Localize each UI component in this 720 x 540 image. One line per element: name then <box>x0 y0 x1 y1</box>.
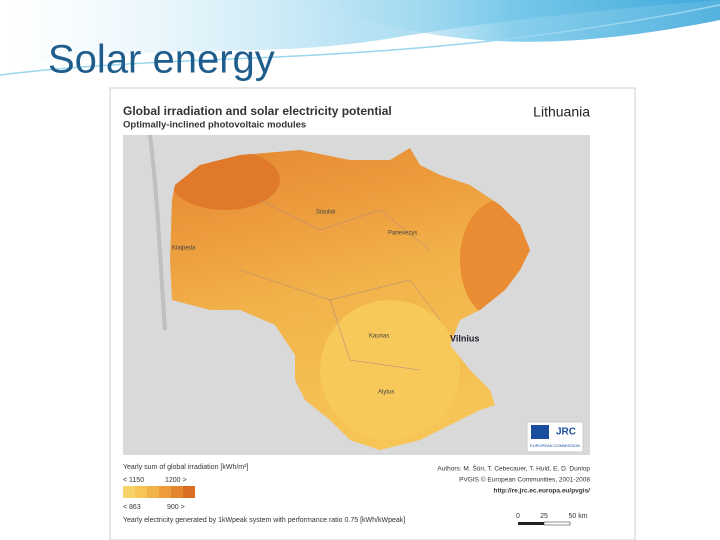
logo: JRC EUROPEAN COMMISSION <box>526 421 584 453</box>
country-name: Lithuania <box>533 104 590 120</box>
credit: http://re.jrc.ec.europa.eu/pvgis/ <box>494 488 591 495</box>
logo-org: EUROPEAN COMMISSION <box>530 443 580 448</box>
city-label: Alytus <box>378 390 394 396</box>
city-label: Siauliai <box>316 210 335 216</box>
legend-low: < 1150 <box>123 477 144 484</box>
coast-spit <box>148 134 167 331</box>
legend-high: 1200 > <box>165 477 187 484</box>
city-label: Panevezys <box>388 231 417 237</box>
legend-label: Yearly electricity generated by 1kWpeak … <box>123 517 405 524</box>
city-label: Kaunas <box>369 334 389 340</box>
decoration <box>0 0 720 76</box>
scale-label: 25 <box>540 513 548 520</box>
logo-text: JRC <box>556 427 576 438</box>
credit: Authors: M. Šúri, T. Cebecauer, T. Huld,… <box>437 464 590 473</box>
legend-label: Yearly sum of global irradiation [kWh/m²… <box>123 464 248 471</box>
scale-label: 50 km <box>568 513 587 520</box>
legend-high: 900 > <box>167 504 185 511</box>
credit: PVGIS © European Communities, 2001-2008 <box>459 476 590 484</box>
slide-title: Solar energy <box>48 38 275 82</box>
map-title: Global irradiation and solar electricity… <box>123 104 392 118</box>
legend-low: < 863 <box>123 504 141 511</box>
borders <box>239 199 441 371</box>
scale-label: 0 <box>516 513 520 520</box>
map-subtitle: Optimally-inclined photovoltaic modules <box>123 120 306 131</box>
scale-bar: 0 25 50 km <box>516 513 588 526</box>
city-label: Vilnius <box>450 333 479 343</box>
city-label: Klaipeda <box>172 246 196 252</box>
legend-swatches <box>123 486 195 498</box>
